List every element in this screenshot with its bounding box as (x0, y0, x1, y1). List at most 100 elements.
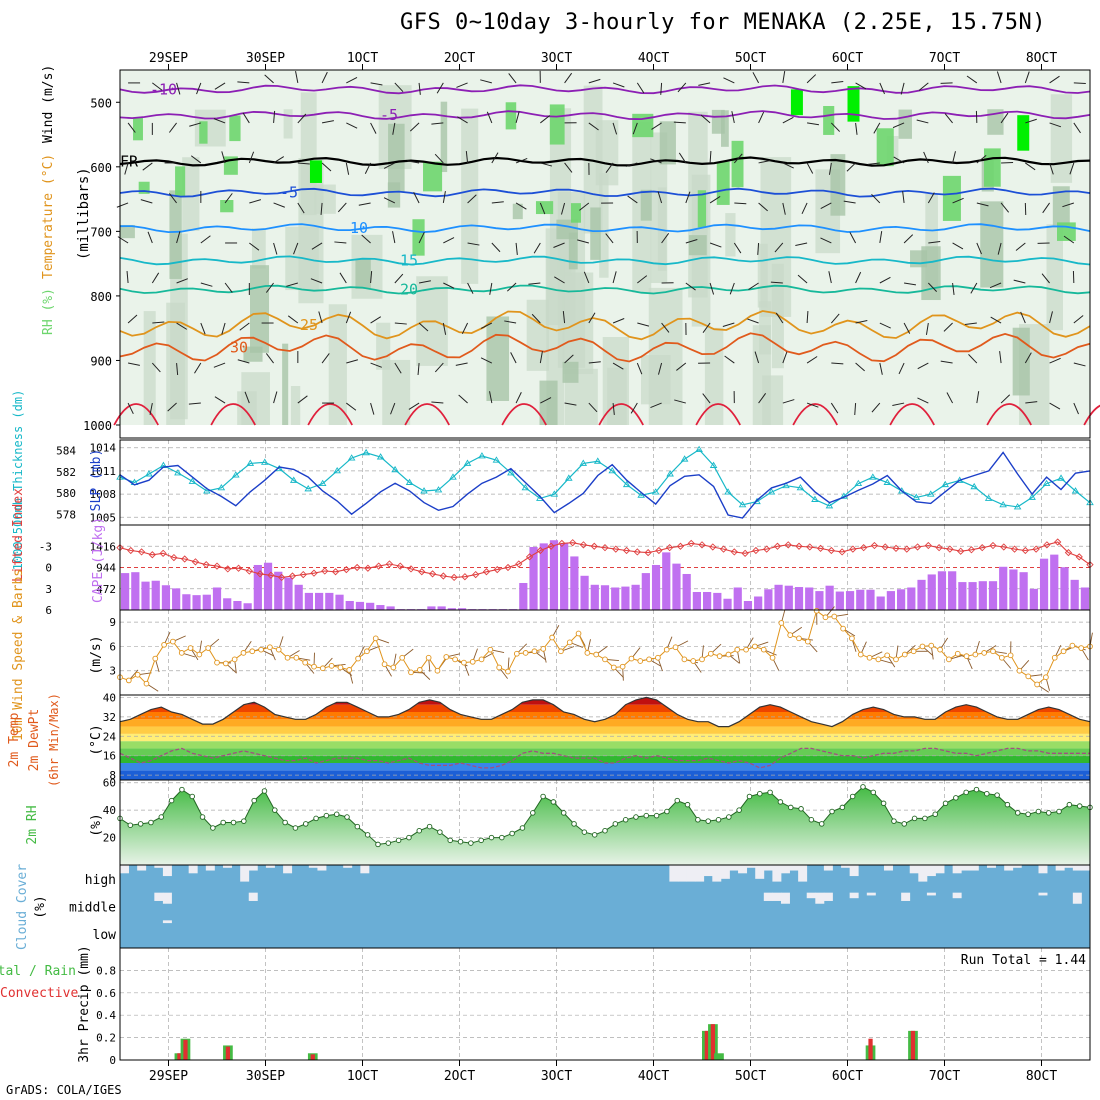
rh-band (657, 187, 667, 271)
li-point (288, 572, 297, 580)
wind-barb (709, 282, 715, 295)
li-point (234, 564, 243, 572)
wind-barb (940, 360, 953, 364)
wind-barb (200, 282, 213, 287)
cape-bar (866, 589, 875, 610)
wind-barb (221, 151, 226, 164)
thickness-point (362, 448, 370, 456)
thickness-point (666, 470, 674, 477)
wind-speed-point (381, 661, 388, 668)
thickness-point (651, 488, 660, 495)
slp-tick-label: 1011 (90, 465, 117, 478)
wind-speed-point (857, 651, 864, 658)
wind-barb (273, 202, 285, 208)
rh-point (591, 832, 598, 838)
date-tick-top: 4OCT (638, 51, 669, 66)
wind-barb (515, 157, 528, 164)
wind-barb (176, 82, 181, 95)
wind-barb (358, 202, 371, 206)
wind-barb (774, 242, 784, 253)
cape-bar (815, 591, 824, 610)
wind-barb (345, 311, 352, 324)
cloud-clear-cell (712, 865, 722, 882)
wind-tick-label: 6 (109, 640, 116, 653)
wind-barb (318, 311, 323, 324)
wind-barb (370, 316, 382, 324)
cape-tick-label: 472 (96, 583, 116, 596)
wind-barb (515, 202, 527, 210)
wind-barb (337, 202, 347, 213)
cape-bar (937, 571, 947, 610)
thickness-point (405, 478, 414, 485)
rh-band-saturated (1017, 115, 1030, 151)
wind-barb (782, 399, 795, 404)
wind-barb (394, 362, 402, 374)
wind-barb (1049, 311, 1053, 324)
wind-speed-point (875, 656, 882, 663)
rh-band (388, 123, 405, 192)
rh-band (562, 361, 579, 383)
cape-bar (549, 540, 559, 610)
rh-band-saturated (790, 89, 803, 116)
wind-barb (264, 74, 274, 84)
thickness-point (391, 465, 399, 473)
wind-barb (758, 159, 771, 164)
cape-bar (182, 594, 191, 610)
precip-legend-total: Total / Rain (0, 964, 76, 979)
rh-point (891, 818, 897, 824)
rh-point (612, 821, 619, 827)
cape-bar (131, 572, 140, 610)
wind-barb (678, 152, 687, 164)
rh-band (440, 101, 448, 173)
wind-barb (1049, 402, 1061, 410)
wind-barb (946, 392, 954, 404)
wind-barb (540, 162, 553, 167)
wind-barb (612, 362, 624, 370)
cloud-row-label: high (85, 873, 116, 888)
cape-bar (151, 580, 160, 610)
li-line (119, 541, 1091, 578)
wind-barb (168, 122, 177, 133)
rh-point (1004, 801, 1011, 808)
cloud-clear-cell (1072, 892, 1082, 904)
wind-barb (1049, 357, 1061, 364)
wind-speed-point (443, 654, 450, 660)
li-point (719, 545, 728, 553)
rh-band (659, 121, 676, 165)
wind-tick-label: 9 (109, 616, 116, 629)
temp-unit-label: (°C) (89, 724, 104, 755)
wind-speed-point (646, 656, 652, 663)
wind-barb (990, 316, 1002, 324)
wind-barb (510, 352, 517, 364)
thickness-point (232, 471, 240, 478)
rh-band (648, 287, 683, 425)
wind-barb (320, 202, 323, 215)
wind-barb (370, 362, 382, 368)
wind-barb (152, 82, 163, 91)
upper-air-frame (119, 69, 1091, 439)
thickness-point (637, 491, 645, 498)
wind-speed-point (972, 651, 979, 658)
cape-bar (743, 600, 753, 610)
wind-barb (879, 276, 891, 284)
li-point (299, 570, 307, 579)
rh-band (721, 110, 729, 147)
wind-barb (698, 82, 711, 86)
li-point (752, 546, 760, 555)
contour-label: 20 (400, 280, 418, 298)
wind-barb (797, 274, 808, 284)
slp-tick-label: 1005 (90, 511, 117, 524)
wind-barb (944, 113, 953, 124)
wind-barb (1025, 401, 1038, 404)
cape-bar (172, 588, 181, 610)
cloud-clear-cell (162, 892, 172, 904)
wind-barb (409, 122, 420, 132)
wind-speed-point (240, 650, 247, 656)
wind-barb (239, 322, 250, 331)
rh-point (901, 821, 908, 827)
li-point (806, 543, 814, 551)
wind-barb (782, 70, 786, 83)
wind-barb (605, 162, 614, 173)
li-point (461, 573, 469, 581)
wind-barb (142, 162, 153, 171)
